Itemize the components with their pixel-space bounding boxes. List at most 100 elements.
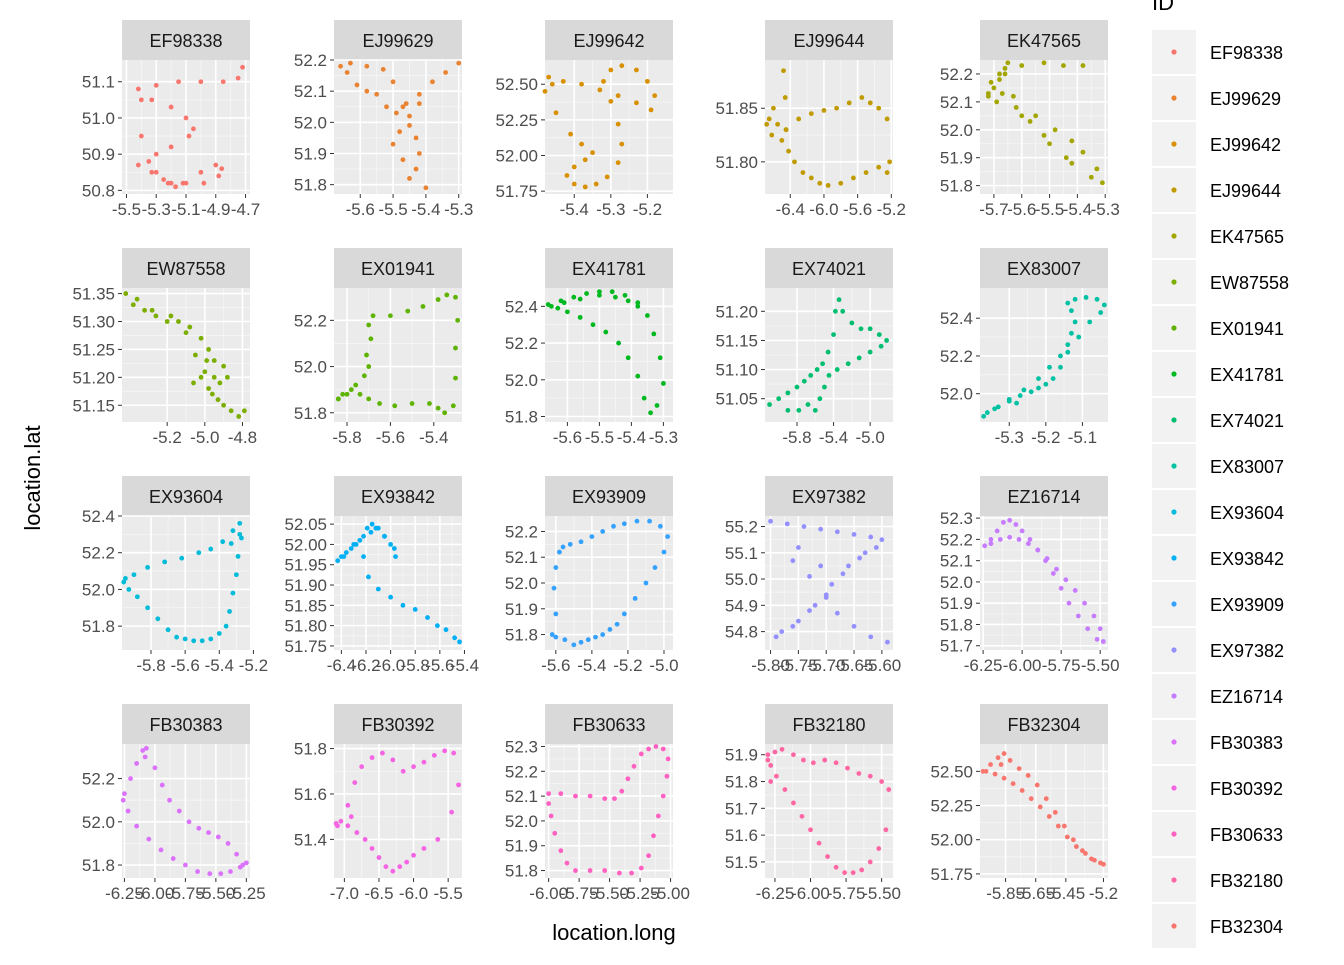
data-point [776,396,782,402]
data-point [565,309,570,315]
legend-swatch [1171,325,1177,331]
facet-strip-label: EX97382 [792,487,866,507]
data-point [204,358,210,363]
data-point [834,610,840,616]
data-point [859,95,865,100]
data-point [587,793,593,799]
legend-label: EX01941 [1210,319,1284,339]
panel-background [334,288,462,422]
data-point [209,391,215,397]
legend-swatch [1171,693,1177,699]
x-tick-label: -7.0 [330,884,359,903]
data-point [625,355,631,361]
data-point [645,313,650,318]
data-point [1019,788,1025,793]
data-point [851,175,856,181]
data-point [390,141,396,147]
data-point [786,148,791,154]
data-point [196,825,202,831]
x-tick-label: -5.70 [807,656,846,675]
legend-swatch [1171,785,1177,791]
data-point [431,752,437,758]
data-point [584,291,589,296]
facet-strip [334,248,462,288]
data-point [142,754,148,760]
data-point [810,760,816,766]
data-point [992,406,998,412]
data-point [1065,342,1071,348]
data-point [578,639,584,645]
facet-panel-EJ99629: EJ99629 -5.6 -5.5 -5.4 -5.3 51.8 51.9 52.0 52.1 5… [294,20,473,219]
data-point [434,623,440,629]
legend-label: FB32304 [1210,917,1283,937]
legend-swatch [1171,49,1177,55]
data-point [221,402,227,408]
data-point [134,823,140,829]
y-tick-label: 52.2 [940,530,973,549]
data-point [652,93,658,99]
y-tick-label: 51.8 [940,177,973,196]
data-point [138,133,144,139]
data-point [1027,119,1033,124]
data-point [994,528,1000,534]
data-point [393,554,398,560]
facet-strip-label: EX93909 [572,487,646,507]
data-point [219,166,225,172]
data-point [876,164,882,170]
data-point [568,131,573,137]
data-point [629,870,634,876]
data-point [158,847,164,853]
y-tick-label: 52.2 [940,347,973,366]
data-point [988,536,994,542]
data-point [779,746,785,752]
data-point [442,748,448,754]
y-tick-label: 51.8 [294,404,327,423]
x-tick-label: -5.00 [651,884,690,903]
data-point [164,319,170,324]
data-point [573,793,578,799]
facet-panel-FB30633: FB30633 -6.00-5.75-5.50-5.25-5.00 51.8 51.9… [505,704,690,903]
data-point [182,636,188,642]
y-tick-label: 52.2 [82,770,115,789]
data-point [812,602,818,608]
data-point [225,374,230,380]
data-point [791,800,796,806]
data-point [822,757,828,763]
data-point [131,572,137,578]
facet-strip-label: FB30392 [361,715,434,735]
x-tick-label: -5.4 [560,200,589,219]
data-point [790,623,796,629]
data-point [634,67,639,73]
data-point [625,776,631,782]
x-tick-label: -5.45 [1046,884,1085,903]
data-point [170,856,176,861]
data-point [1083,850,1088,856]
data-point [187,324,193,330]
data-point [453,294,458,300]
x-tick-label: -5.3 [444,200,473,219]
legend-item-EX83007: EX83007 [1152,444,1284,488]
data-point [995,755,1001,761]
data-point [868,634,874,640]
panel-background [334,744,462,878]
facet-strip-label: EX93842 [361,487,435,507]
data-point [1094,636,1100,642]
x-tick-label: -5.5 [1035,200,1064,219]
data-point [873,545,879,550]
y-tick-label: 52.1 [505,787,538,806]
data-point [397,129,403,135]
data-point [842,870,848,876]
x-tick-label: -5.4 [419,428,448,447]
y-tick-label: 52.1 [940,552,973,571]
data-point [981,413,987,419]
panel-background [765,60,893,194]
facet-strip [765,248,893,288]
data-point [400,602,406,608]
legend-swatch [1171,95,1177,101]
data-point [1082,600,1087,606]
facet-panel-FB30383: FB30383 -6.25-6.00-5.75-5.50-5.25 51.8 52.0… [82,704,266,903]
data-point [867,773,873,779]
data-point [876,332,882,338]
data-point [369,846,375,851]
legend-label: FB30392 [1210,779,1283,799]
